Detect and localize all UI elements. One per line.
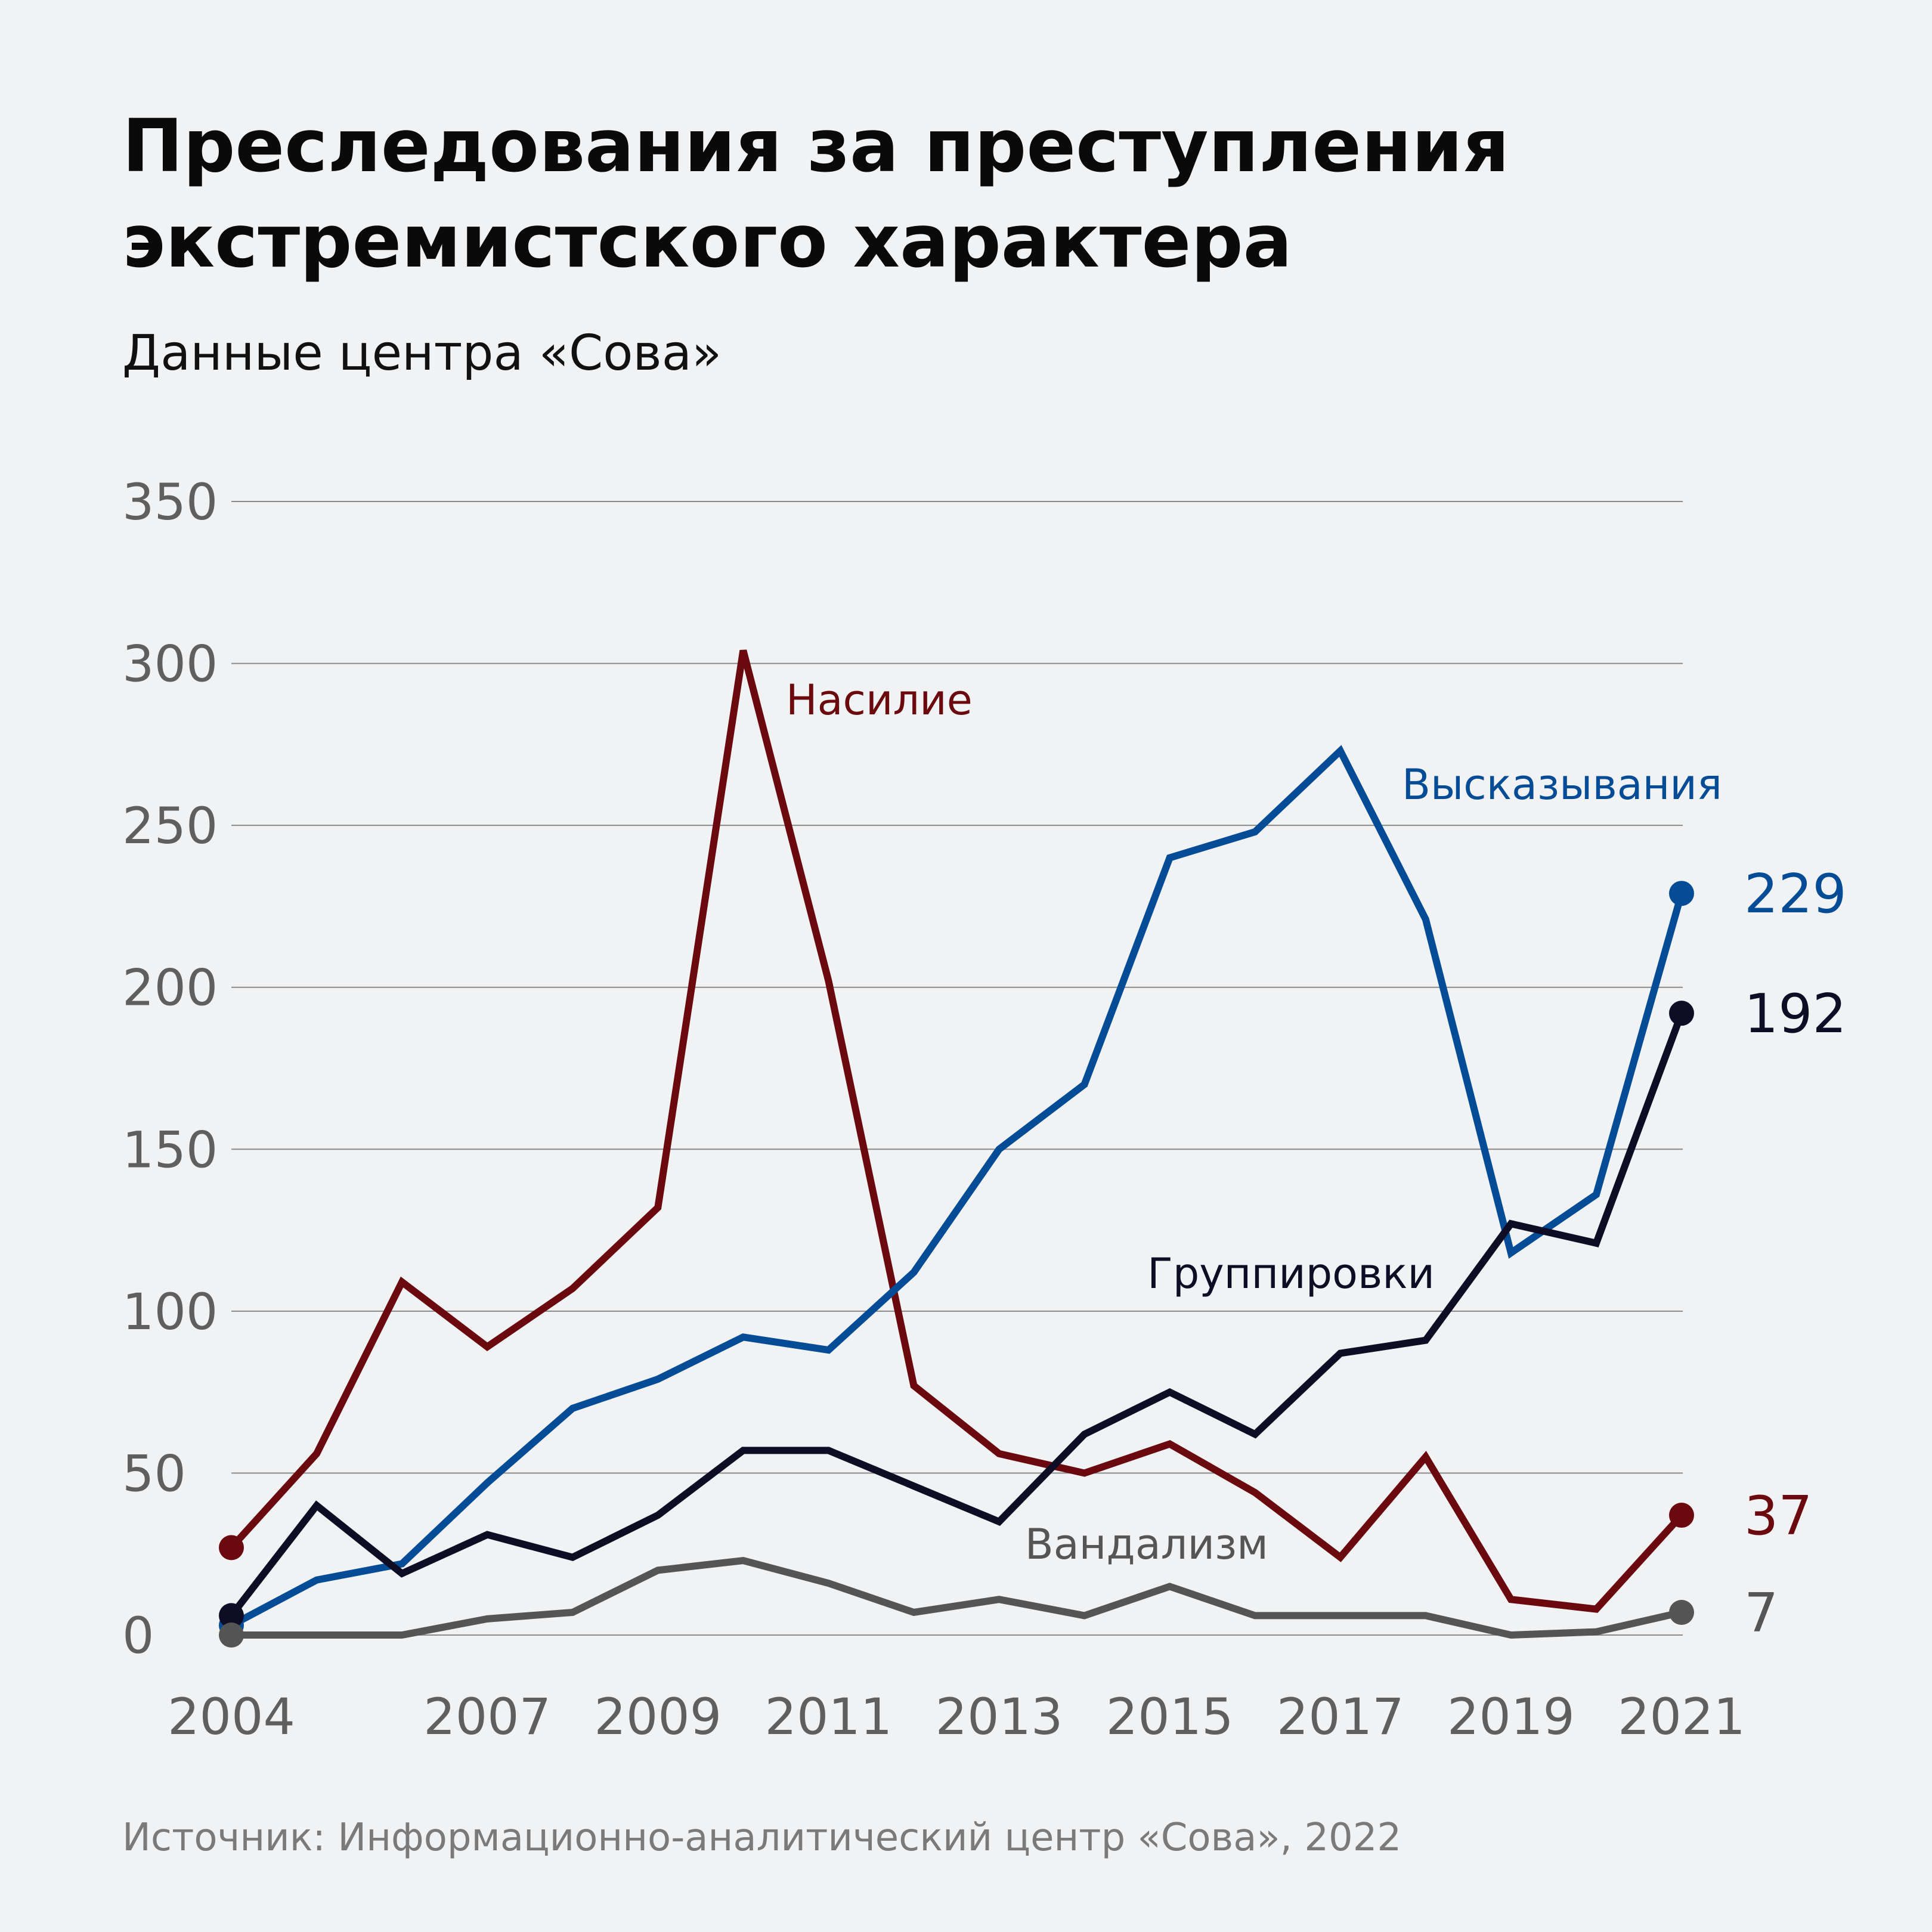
series-lines: [219, 649, 1694, 1648]
series-name-label: Вандализм: [1025, 1520, 1268, 1569]
y-tick-labels: 0 50 100 150 200 250 300 350: [122, 473, 218, 1665]
y-tick-label: 50: [122, 1444, 186, 1503]
start-point-marker: [219, 1603, 244, 1628]
x-tick-label: 2004: [168, 1688, 295, 1746]
y-tick-label: 100: [122, 1283, 218, 1341]
end-point-marker: [1669, 881, 1694, 906]
start-point-marker: [219, 1535, 244, 1561]
x-tick-labels: 2004 2007 2009 2011 2013 2015 2017 2019 2021: [168, 1688, 1745, 1746]
series-name-label: Насилие: [786, 676, 973, 724]
y-tick-label: 250: [122, 797, 218, 855]
chart-subtitle: Данные центра «Сова»: [122, 325, 722, 382]
end-value-label: 229: [1744, 863, 1847, 925]
series-line: [228, 649, 1685, 1613]
x-tick-label: 2013: [936, 1688, 1063, 1746]
series-name-label: Высказывания: [1402, 760, 1722, 809]
end-value-label: 37: [1744, 1485, 1813, 1547]
title-line-1: Преследования за преступления: [122, 104, 1510, 188]
title-line-2: экстремистского характера: [122, 199, 1293, 284]
y-tick-label: 300: [122, 635, 218, 693]
source-note: Источник: Информационно-аналитический це…: [122, 1816, 1402, 1860]
x-tick-label: 2021: [1618, 1688, 1745, 1746]
series-line: [228, 1012, 1685, 1618]
series-name-label: Группировки: [1147, 1249, 1435, 1298]
y-tick-label: 150: [122, 1120, 218, 1179]
x-tick-label: 2019: [1447, 1688, 1575, 1746]
series-labels: Насилие 37 Высказывания 229 Группировки 192 Ва…: [786, 676, 1847, 1645]
end-point-marker: [1669, 1503, 1694, 1528]
end-value-label: 7: [1744, 1582, 1778, 1645]
series-line: [230, 745, 1685, 1629]
x-tick-label: 2009: [594, 1688, 722, 1746]
end-point-marker: [1669, 1599, 1694, 1625]
x-tick-label: 2015: [1106, 1688, 1234, 1746]
x-tick-label: 2007: [423, 1688, 551, 1746]
end-point-marker: [1669, 1001, 1694, 1026]
x-tick-label: 2011: [765, 1688, 893, 1746]
series-line: [231, 1556, 1683, 1639]
end-value-label: 192: [1744, 983, 1847, 1045]
chart-title: Преследования за преступления экстремист…: [122, 98, 1509, 289]
y-tick-label: 350: [122, 473, 218, 531]
start-point-marker: [219, 1623, 244, 1648]
x-tick-label: 2017: [1277, 1688, 1404, 1746]
y-tick-label: 0: [122, 1606, 154, 1665]
y-tick-label: 200: [122, 959, 218, 1017]
